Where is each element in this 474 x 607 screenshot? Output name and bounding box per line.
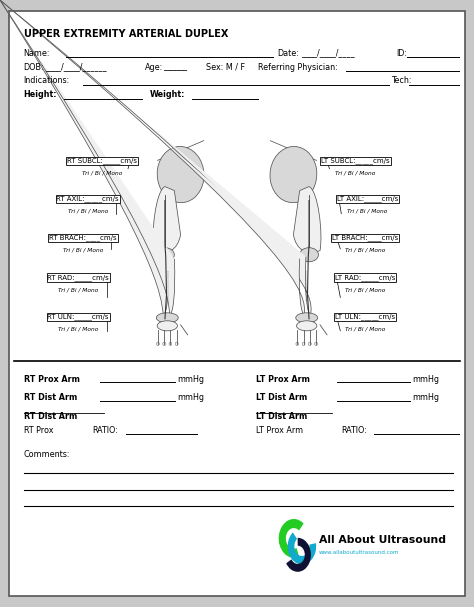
Text: mmHg: mmHg (412, 375, 439, 384)
Text: ____/____/______: ____/____/______ (45, 63, 107, 72)
Text: Tri / Bi / Mono: Tri / Bi / Mono (345, 248, 385, 253)
Text: ID:: ID: (396, 49, 407, 58)
Text: www.allaboutultrasound.com: www.allaboutultrasound.com (319, 550, 400, 555)
Text: RT Prox: RT Prox (24, 426, 53, 435)
Ellipse shape (156, 342, 159, 345)
Text: Indications:: Indications: (24, 76, 70, 86)
Text: All About Ultrasound: All About Ultrasound (319, 535, 446, 545)
Text: mmHg: mmHg (412, 393, 439, 402)
Ellipse shape (297, 320, 317, 331)
Ellipse shape (300, 248, 319, 262)
Text: RT RAD:_____cm/s: RT RAD:_____cm/s (47, 274, 109, 281)
Text: LT Prox Arm: LT Prox Arm (256, 426, 303, 435)
Wedge shape (288, 532, 316, 565)
Text: RT BRACH:____cm/s: RT BRACH:____cm/s (49, 234, 117, 242)
PathPatch shape (293, 186, 321, 252)
Ellipse shape (175, 342, 178, 345)
Text: LT AXIL:_____cm/s: LT AXIL:_____cm/s (337, 195, 398, 203)
Text: RATIO:: RATIO: (92, 426, 118, 435)
Text: Tri / Bi / Mono: Tri / Bi / Mono (345, 327, 385, 331)
Text: Sex: M / F: Sex: M / F (206, 63, 245, 72)
Ellipse shape (163, 342, 165, 345)
Text: Tech:: Tech: (391, 76, 411, 86)
Text: Tri / Bi / Mono: Tri / Bi / Mono (63, 248, 103, 253)
PathPatch shape (0, 257, 311, 607)
PathPatch shape (153, 186, 181, 252)
Text: RT AXIL:_____cm/s: RT AXIL:_____cm/s (56, 195, 119, 203)
Text: LT Dist Arm: LT Dist Arm (256, 412, 307, 421)
Text: Tri / Bi / Mono: Tri / Bi / Mono (58, 327, 99, 331)
Text: mmHg: mmHg (178, 393, 205, 402)
Ellipse shape (302, 342, 305, 345)
Text: RT SUBCL:_____cm/s: RT SUBCL:_____cm/s (67, 157, 137, 164)
Ellipse shape (157, 320, 177, 331)
Text: Height:: Height: (24, 90, 57, 100)
Text: LT ULN:_____cm/s: LT ULN:_____cm/s (335, 313, 395, 320)
Text: LT SUBCL:_____cm/s: LT SUBCL:_____cm/s (321, 157, 390, 164)
Text: DOB:: DOB: (24, 63, 45, 72)
Ellipse shape (296, 342, 299, 345)
Ellipse shape (270, 146, 317, 203)
Text: Tri / Bi / Mono: Tri / Bi / Mono (347, 209, 388, 214)
Text: RT ULN:_____cm/s: RT ULN:_____cm/s (47, 313, 109, 320)
PathPatch shape (0, 259, 175, 607)
Text: Date:: Date: (277, 49, 299, 58)
Text: LT RAD:_____cm/s: LT RAD:_____cm/s (335, 274, 395, 281)
Text: LT Prox Arm: LT Prox Arm (256, 375, 310, 384)
PathPatch shape (0, 257, 168, 607)
Text: Weight:: Weight: (149, 90, 185, 100)
Ellipse shape (296, 313, 318, 323)
Text: Tri / Bi / Mono: Tri / Bi / Mono (58, 287, 99, 292)
Text: Name:: Name: (24, 49, 50, 58)
Text: Tri / Bi / Mono: Tri / Bi / Mono (82, 171, 122, 175)
Text: RATIO:: RATIO: (341, 426, 367, 435)
Text: Tri / Bi / Mono: Tri / Bi / Mono (335, 171, 376, 175)
Text: mmHg: mmHg (178, 375, 205, 384)
Text: UPPER EXTREMITY ARTERIAL DUPLEX: UPPER EXTREMITY ARTERIAL DUPLEX (24, 29, 228, 39)
Ellipse shape (155, 248, 174, 262)
PathPatch shape (0, 259, 305, 607)
FancyBboxPatch shape (9, 11, 465, 596)
Text: LT Dist Arm: LT Dist Arm (256, 393, 307, 402)
Ellipse shape (157, 146, 204, 203)
Text: Age:: Age: (145, 63, 163, 72)
Text: RT Dist Arm: RT Dist Arm (24, 393, 77, 402)
Ellipse shape (315, 342, 318, 345)
Text: LT BRACH:____cm/s: LT BRACH:____cm/s (332, 234, 398, 242)
Ellipse shape (156, 313, 178, 323)
Ellipse shape (309, 342, 311, 345)
Text: Referring Physician:: Referring Physician: (258, 63, 338, 72)
Text: Tri / Bi / Mono: Tri / Bi / Mono (345, 287, 385, 292)
Text: RT Dist Arm: RT Dist Arm (24, 412, 77, 421)
Wedge shape (279, 519, 304, 558)
Wedge shape (286, 538, 311, 572)
Text: Tri / Bi / Mono: Tri / Bi / Mono (67, 209, 108, 214)
Text: ______: ______ (164, 63, 188, 72)
Ellipse shape (169, 342, 172, 345)
Text: RT Prox Arm: RT Prox Arm (24, 375, 80, 384)
Text: ____/____/____: ____/____/____ (301, 49, 355, 58)
Text: Comments:: Comments: (24, 450, 70, 459)
